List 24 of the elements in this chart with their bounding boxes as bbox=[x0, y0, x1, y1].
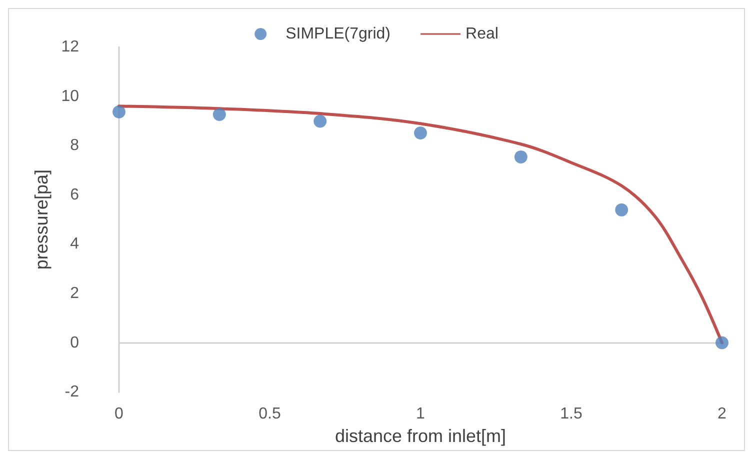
legend-label: Real bbox=[466, 26, 498, 42]
y-tick-label: 8 bbox=[70, 137, 80, 154]
y-tick-label: 2 bbox=[70, 285, 80, 302]
legend-label: SIMPLE(7grid) bbox=[286, 26, 391, 42]
x-tick-label: 2 bbox=[718, 406, 727, 423]
point bbox=[716, 336, 728, 350]
y-tick-label: -2 bbox=[64, 384, 80, 401]
y-tick-label: 10 bbox=[61, 88, 80, 105]
y-axis-title: pressure[pa] bbox=[31, 170, 52, 270]
point bbox=[314, 114, 327, 128]
x-axis-title: distance from inlet[m] bbox=[334, 426, 506, 446]
y-tick-label: 6 bbox=[70, 186, 80, 204]
x-tick-label: 0.5 bbox=[258, 406, 281, 423]
point bbox=[112, 105, 126, 118]
point bbox=[414, 126, 427, 140]
x-tick-label: 1 bbox=[416, 406, 426, 423]
y-tick-label: 0 bbox=[70, 334, 80, 352]
x-tick-label: 1.5 bbox=[560, 406, 582, 423]
point bbox=[615, 203, 628, 216]
point bbox=[212, 108, 226, 122]
point bbox=[514, 150, 528, 164]
x-tick-label: 0 bbox=[114, 406, 124, 423]
y-tick-label: 4 bbox=[70, 236, 80, 253]
y-tick-label: 12 bbox=[61, 38, 80, 56]
